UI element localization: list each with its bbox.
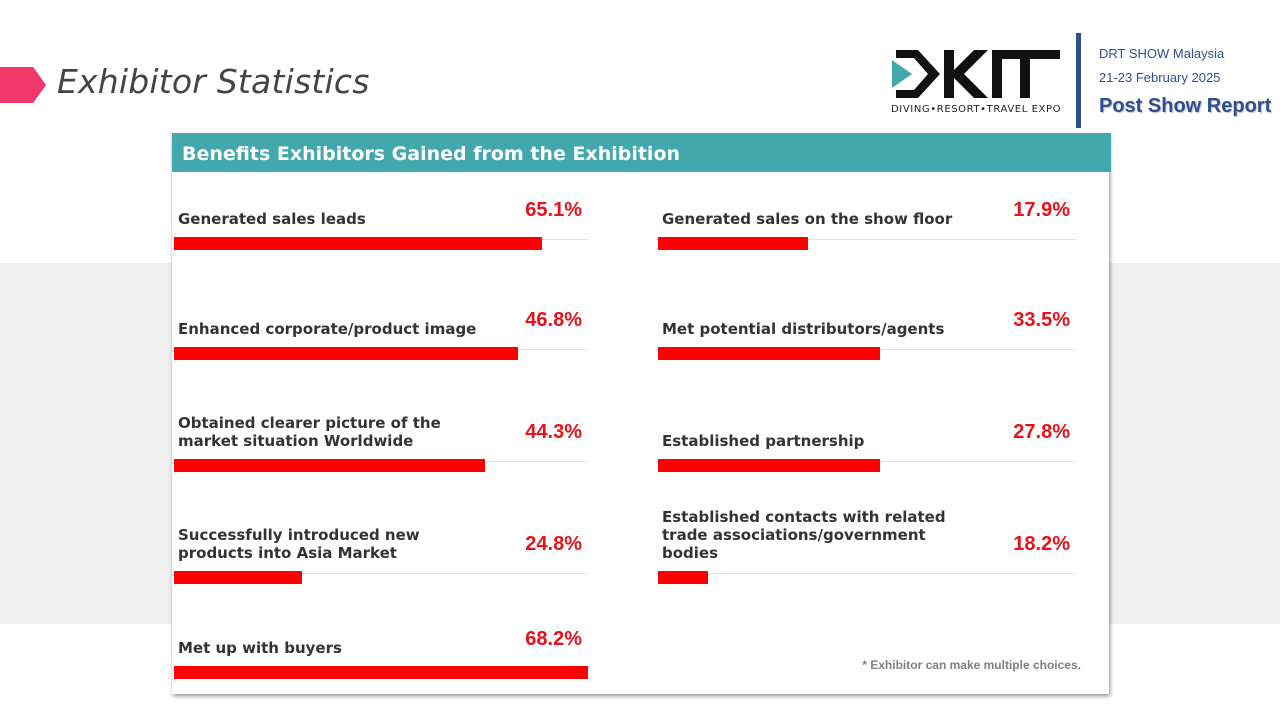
stat-label: Established partnership bbox=[662, 432, 865, 450]
stat-percent: 33.5% bbox=[1013, 309, 1070, 331]
stat-item: Generated sales on the show floor 17.9% bbox=[656, 190, 1076, 250]
report-title: Post Show Report bbox=[1099, 95, 1272, 117]
stat-label: Met potential distributors/agents bbox=[662, 320, 945, 338]
stat-percent: 17.9% bbox=[1013, 199, 1070, 221]
stat-label: Enhanced corporate/product image bbox=[178, 320, 477, 338]
stat-bar bbox=[658, 571, 708, 584]
stat-bar bbox=[658, 459, 880, 472]
logo-tagline: DIVING•RESORT•TRAVEL EXPO bbox=[891, 104, 1062, 115]
benefits-panel: Benefits Exhibitors Gained from the Exhi… bbox=[172, 133, 1111, 694]
stat-item: Met up with buyers 68.2% bbox=[172, 619, 588, 679]
stat-bar bbox=[174, 237, 542, 250]
page-title: Exhibitor Statistics bbox=[57, 62, 370, 101]
stat-percent: 18.2% bbox=[1013, 533, 1070, 555]
stat-percent: 27.8% bbox=[1013, 421, 1070, 443]
stat-item: Established partnership 27.8% bbox=[656, 412, 1076, 472]
stat-bar bbox=[174, 347, 518, 360]
show-dates: 21-23 February 2025 bbox=[1099, 70, 1221, 85]
title-accent-arrow bbox=[0, 67, 46, 103]
panel-header: Benefits Exhibitors Gained from the Exhi… bbox=[172, 133, 1111, 172]
stat-item: Successfully introduced new products int… bbox=[172, 524, 588, 584]
stat-percent: 46.8% bbox=[525, 309, 582, 331]
stat-percent: 24.8% bbox=[525, 533, 582, 555]
stat-label: Met up with buyers bbox=[178, 639, 342, 657]
stat-item: Obtained clearer picture of the market s… bbox=[172, 412, 588, 472]
show-name: DRT SHOW Malaysia bbox=[1099, 46, 1225, 61]
stat-item: Met potential distributors/agents 33.5% bbox=[656, 300, 1076, 360]
stat-bar bbox=[174, 666, 588, 679]
stat-item: Enhanced corporate/product image 46.8% bbox=[172, 300, 588, 360]
stat-track bbox=[174, 573, 588, 574]
stat-track bbox=[658, 239, 1076, 240]
stat-item: Generated sales leads 65.1% bbox=[172, 190, 588, 250]
stat-label: Obtained clearer picture of the market s… bbox=[178, 414, 441, 450]
stat-label: Generated sales on the show floor bbox=[662, 210, 953, 228]
drt-logo bbox=[892, 50, 1060, 98]
stat-percent: 65.1% bbox=[525, 199, 582, 221]
stat-percent: 44.3% bbox=[525, 421, 582, 443]
footnote: * Exhibitor can make multiple choices. bbox=[862, 658, 1081, 672]
stat-bar bbox=[658, 347, 880, 360]
stat-label: Successfully introduced new products int… bbox=[178, 526, 420, 562]
stat-bar bbox=[174, 459, 485, 472]
stat-item: Established contacts with related trade … bbox=[656, 508, 1076, 584]
stat-label: Generated sales leads bbox=[178, 210, 366, 228]
stat-percent: 68.2% bbox=[525, 628, 582, 650]
panel-title: Benefits Exhibitors Gained from the Exhi… bbox=[182, 143, 681, 165]
stat-bar bbox=[174, 571, 302, 584]
stat-track bbox=[658, 573, 1076, 574]
stat-bar bbox=[658, 237, 808, 250]
stat-label: Established contacts with related trade … bbox=[662, 508, 946, 562]
header-divider bbox=[1076, 33, 1081, 128]
